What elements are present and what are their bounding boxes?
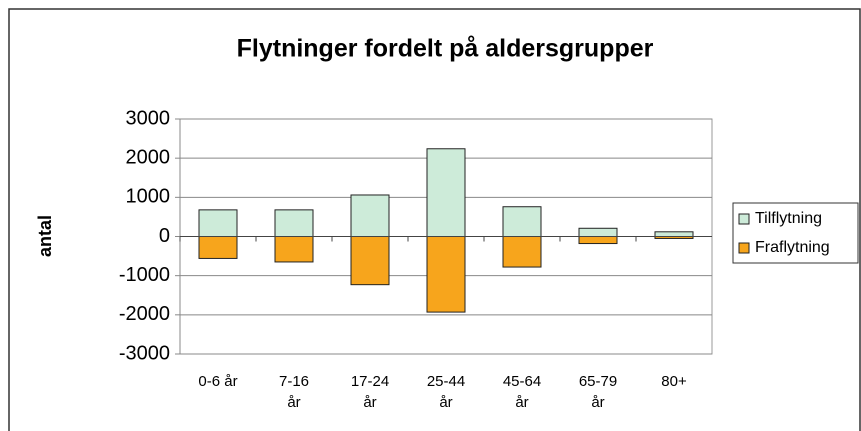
chart-title: Flytninger fordelt på aldersgrupper xyxy=(237,35,654,63)
x-tick-label: 25-44 år xyxy=(426,373,466,411)
y-tick-label: -2000 xyxy=(119,303,170,325)
y-tick-label: 3000 xyxy=(126,107,171,129)
y-axis-label: antal xyxy=(35,215,55,257)
y-tick-label: -1000 xyxy=(119,264,170,286)
bar xyxy=(654,231,694,238)
bar xyxy=(198,209,238,238)
y-tick-label: 2000 xyxy=(126,146,171,168)
x-tick-label: 65-79 år xyxy=(578,373,618,411)
y-tick-label: -3000 xyxy=(119,342,170,364)
legend-box xyxy=(732,202,859,264)
legend-swatch xyxy=(738,242,750,254)
bar xyxy=(578,236,618,245)
bar xyxy=(578,227,618,237)
bar xyxy=(350,194,390,238)
bar xyxy=(350,236,390,286)
bar xyxy=(198,236,238,259)
y-tick-label: 1000 xyxy=(126,186,171,208)
x-tick-label: 17-24 år xyxy=(350,373,390,411)
x-tick-label: 45-64 år xyxy=(502,373,542,411)
bar xyxy=(502,206,542,238)
legend-label: Tilflytning xyxy=(755,210,822,227)
y-tick-label: 0 xyxy=(159,225,170,247)
bar xyxy=(274,209,314,238)
bar xyxy=(274,236,314,263)
x-tick-label: 80+ xyxy=(661,373,687,390)
x-tick-label: 0-6 år xyxy=(198,373,238,390)
bar xyxy=(426,236,466,313)
legend-swatch xyxy=(738,213,750,225)
bar xyxy=(502,236,542,268)
legend-label: Fraflytning xyxy=(755,239,830,256)
x-tick-label: 7-16 år xyxy=(278,373,310,411)
bar xyxy=(426,148,466,237)
